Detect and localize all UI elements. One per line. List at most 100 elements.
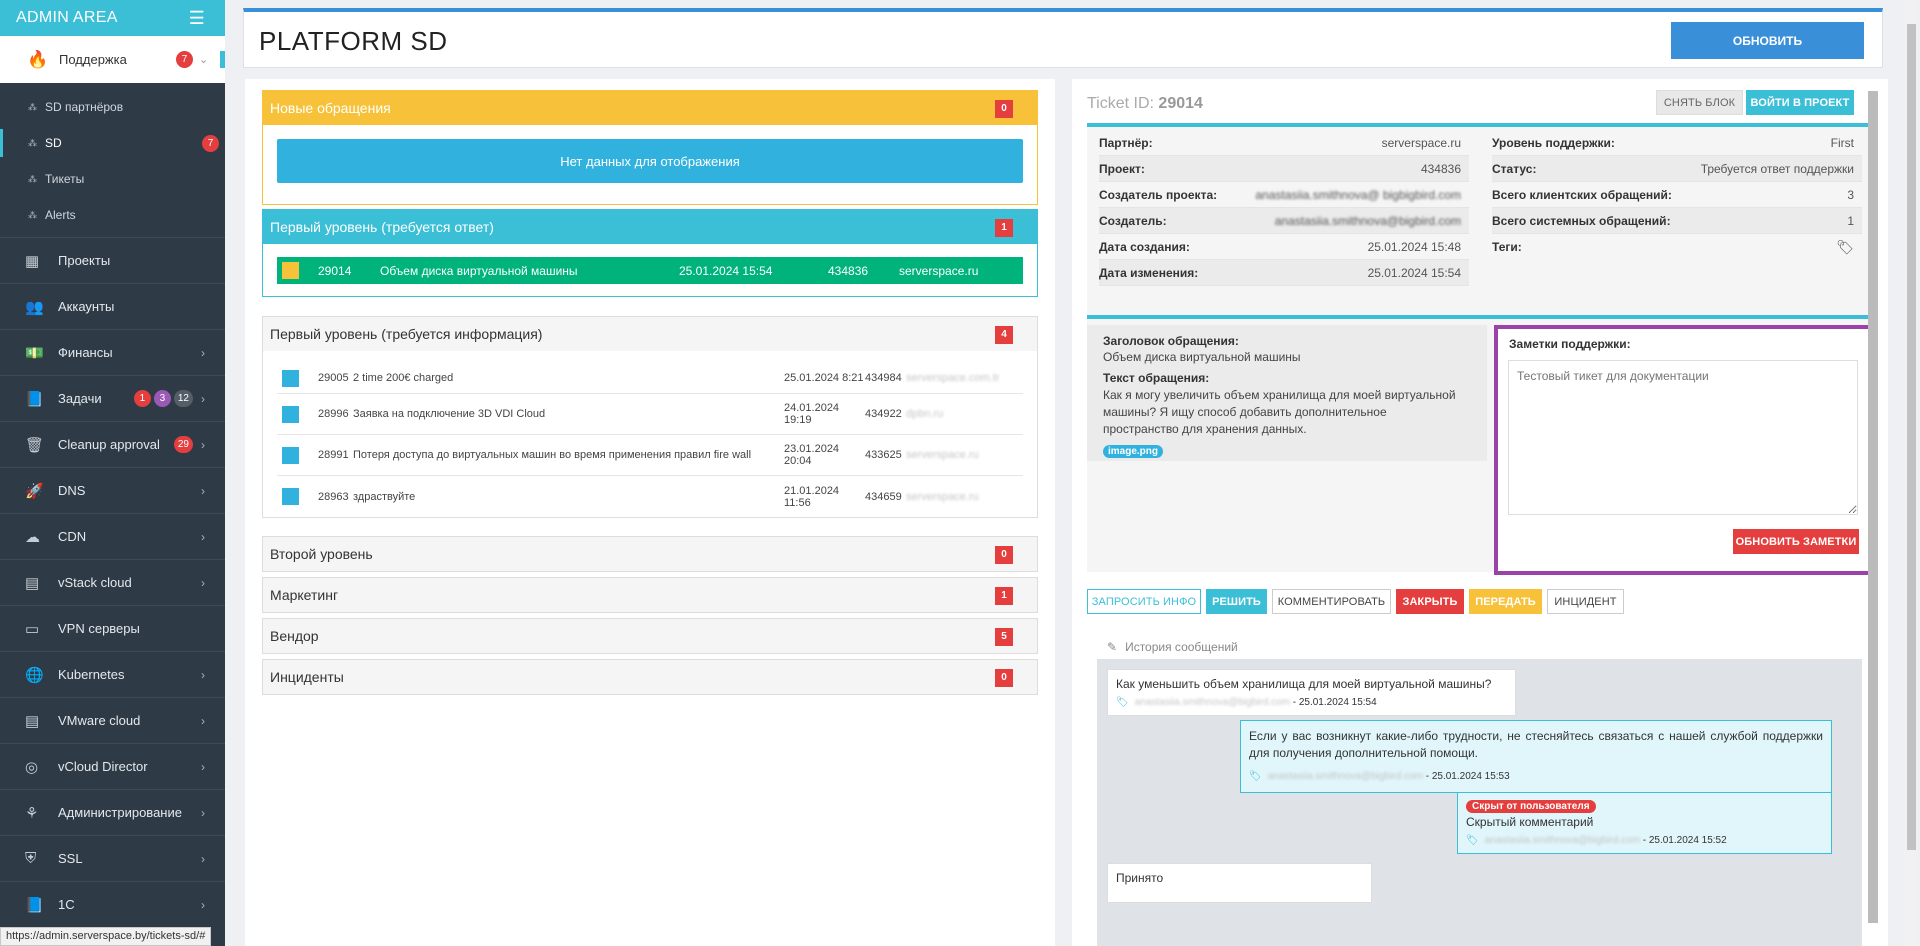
sidebar-item-dns[interactable]: 🚀 DNS › [0, 467, 225, 513]
sidebar-item-alerts[interactable]: ⁂ Alerts [0, 197, 225, 233]
sidebar-item-admin[interactable]: ⚘ Администрирование › [0, 789, 225, 835]
tasks-badge-purple: 3 [153, 390, 171, 407]
message-time: - 25.01.2024 15:53 [1425, 771, 1510, 782]
panel-scrollbar[interactable] [1868, 91, 1878, 923]
sidebar-item-cdn[interactable]: ☁ CDN › [0, 513, 225, 559]
sidebar-item-vcloud[interactable]: ◎ vCloud Director › [0, 743, 225, 789]
group-count: 1 [995, 219, 1013, 237]
group-header[interactable]: Новые обращения 0 [263, 91, 1037, 125]
tree-icon: ⁂ [28, 137, 37, 148]
partner-link[interactable]: serverspace.ru [1381, 135, 1461, 150]
group-count: 4 [995, 326, 1013, 344]
sidebar-item-1c[interactable]: 📘 1C › [0, 881, 225, 927]
server-icon: ▤ [25, 574, 40, 592]
attachment-link[interactable]: image.png [1103, 445, 1164, 458]
request-info-button[interactable]: ЗАПРОСИТЬ ИНФО [1087, 589, 1201, 614]
money-icon: 💵 [25, 344, 44, 362]
table-row[interactable]: 28996 Заявка на подключение 3D VDI Cloud… [277, 394, 1023, 435]
unlock-button[interactable]: СНЯТЬ БЛОК [1656, 90, 1743, 115]
tags-icon[interactable]: 🏷 [1836, 238, 1854, 255]
sidebar-item-vmware[interactable]: ▤ VMware cloud › [0, 697, 225, 743]
close-ticket-button[interactable]: ЗАКРЫТЬ [1396, 589, 1464, 614]
sidebar-item-label: DNS [58, 483, 86, 498]
message-text: Принято [1116, 871, 1164, 885]
message-text: Скрытый комментарий [1466, 815, 1594, 829]
sidebar-item-accounts[interactable]: 👥 Аккаунты [0, 283, 225, 329]
table-row[interactable]: 29014 Объем диска виртуальной машины 25.… [277, 257, 1023, 284]
message-bubble: Как уменьшить объем хранилища для моей в… [1107, 669, 1516, 716]
system-requests-link[interactable]: 1 [1847, 213, 1854, 228]
table-row[interactable]: 29005 2 time 200€ charged 25.01.2024 8:2… [277, 363, 1023, 394]
message-bubble: Скрыт от пользователя Скрытый комментари… [1457, 792, 1832, 854]
project-link[interactable]: 434836 [1420, 161, 1461, 176]
ticket-project: 433625 [865, 449, 902, 461]
support-notes: Заметки поддержки: ОБНОВИТЬ ЗАМЕТКИ [1494, 325, 1873, 575]
info-value: 25.01.2024 15:48 [1367, 239, 1461, 254]
sidebar-item-sd[interactable]: ⁂ SD 7 [0, 125, 225, 161]
group-header[interactable]: Второй уровень 0 [263, 537, 1037, 571]
info-key: Дата изменения: [1099, 265, 1199, 280]
group-count: 0 [995, 546, 1013, 564]
transfer-button[interactable]: ПЕРЕДАТЬ [1469, 589, 1542, 614]
notes-textarea[interactable] [1508, 360, 1858, 515]
support-submenu: ⁂ SD партнёров ⁂ SD 7 ⁂ Тикеты ⁂ Alerts [0, 83, 225, 237]
info-key: Партнёр: [1099, 135, 1153, 150]
message-meta: 🏷 anastasiia.smithnova@bigbird.com - 25.0… [1116, 697, 1507, 708]
enter-project-button[interactable]: ВОЙТИ В ПРОЕКТ [1746, 90, 1854, 115]
chevron-right-icon: › [201, 667, 205, 682]
fire-icon: 🔥 [27, 49, 49, 69]
priority-marker [282, 446, 299, 464]
sidebar-item-sd-partners[interactable]: ⁂ SD партнёров [0, 89, 225, 125]
table-row[interactable]: 28963 здраствуйте 21.01.2024 11:56 43465… [277, 476, 1023, 517]
ticket-date: 23.01.2024 20:04 [784, 443, 840, 467]
group-header[interactable]: Вендор 5 [263, 619, 1037, 653]
group-second: Второй уровень 0 [262, 536, 1038, 572]
ticket-partner: serverspace.ru [906, 449, 979, 461]
page-scrollbar-thumb[interactable] [1907, 24, 1916, 850]
history-title: История сообщений [1125, 639, 1238, 654]
info-key: Создатель проекта: [1099, 187, 1218, 202]
resolve-button[interactable]: РЕШИТЬ [1206, 589, 1267, 614]
sidebar-item-finance[interactable]: 💵 Финансы › [0, 329, 225, 375]
ticket-text: Как я могу увеличить объем хранилища для… [1103, 388, 1456, 436]
info-created: Дата создания: 25.01.2024 15:48 [1099, 234, 1469, 260]
group-count: 0 [995, 669, 1013, 687]
group-header[interactable]: Инциденты 0 [263, 660, 1037, 694]
support-count-badge: 7 [176, 51, 193, 68]
sidebar-item-vpn[interactable]: ▭ VPN серверы [0, 605, 225, 651]
group-header[interactable]: Первый уровень (требуется информация) 4 [263, 317, 1037, 351]
shield-icon: ⛨ [25, 850, 37, 867]
sidebar-item-projects[interactable]: ▦ Проекты [0, 237, 225, 283]
info-key: Проект: [1099, 161, 1145, 176]
info-key: Статус: [1492, 161, 1537, 176]
sidebar-item-tasks[interactable]: 📘 Задачи 1 3 12 › [0, 375, 225, 421]
update-notes-button[interactable]: ОБНОВИТЬ ЗАМЕТКИ [1733, 529, 1859, 554]
page-scrollbar[interactable] [1905, 0, 1918, 946]
info-project-creator: Создатель проекта: anastasiia.smithnova@ … [1099, 182, 1469, 208]
browser-status-url: https://admin.serverspace.by/tickets-sd/… [0, 927, 212, 946]
tree-icon: ⁂ [28, 209, 37, 220]
sidebar-item-vstack[interactable]: ▤ vStack cloud › [0, 559, 225, 605]
client-requests-link[interactable]: 3 [1847, 187, 1854, 202]
group-title: Новые обращения [270, 100, 391, 116]
tasks-badge-dark: 12 [173, 390, 193, 407]
ticket-date: 25.01.2024 15:54 [679, 263, 773, 278]
comment-button[interactable]: КОММЕНТИРОВАТЬ [1272, 589, 1391, 614]
message-body: Заголовок обращения: Объем диска виртуал… [1087, 325, 1487, 461]
page-title: PLATFORM SD [259, 26, 448, 56]
sidebar-item-cleanup[interactable]: 🗑 Cleanup approval 29 › [0, 421, 225, 467]
incident-button[interactable]: ИНЦИДЕНТ [1547, 589, 1624, 614]
refresh-button[interactable]: ОБНОВИТЬ [1671, 22, 1864, 59]
sidebar-item-ssl[interactable]: ⛨ SSL › [0, 835, 225, 881]
sidebar-item-kubernetes[interactable]: 🌐 Kubernetes › [0, 651, 225, 697]
group-count: 5 [995, 628, 1013, 646]
sidebar-item-support[interactable]: 🔥 Поддержка 7 ⌄ [0, 36, 225, 83]
table-row[interactable]: 28991 Потеря доступа до виртуальных маши… [277, 435, 1023, 476]
sidebar-item-tickets[interactable]: ⁂ Тикеты [0, 161, 225, 197]
group-header[interactable]: Маркетинг 1 [263, 578, 1037, 612]
info-value: anastasiia.smithnova@bigbird.com [1274, 213, 1461, 228]
chevron-down-icon: ⌄ [199, 54, 209, 66]
group-header[interactable]: Первый уровень (требуется ответ) 1 [263, 210, 1037, 244]
sidebar-item-label: Cleanup approval [58, 437, 160, 452]
menu-toggle-icon[interactable]: ☰ [188, 7, 205, 28]
